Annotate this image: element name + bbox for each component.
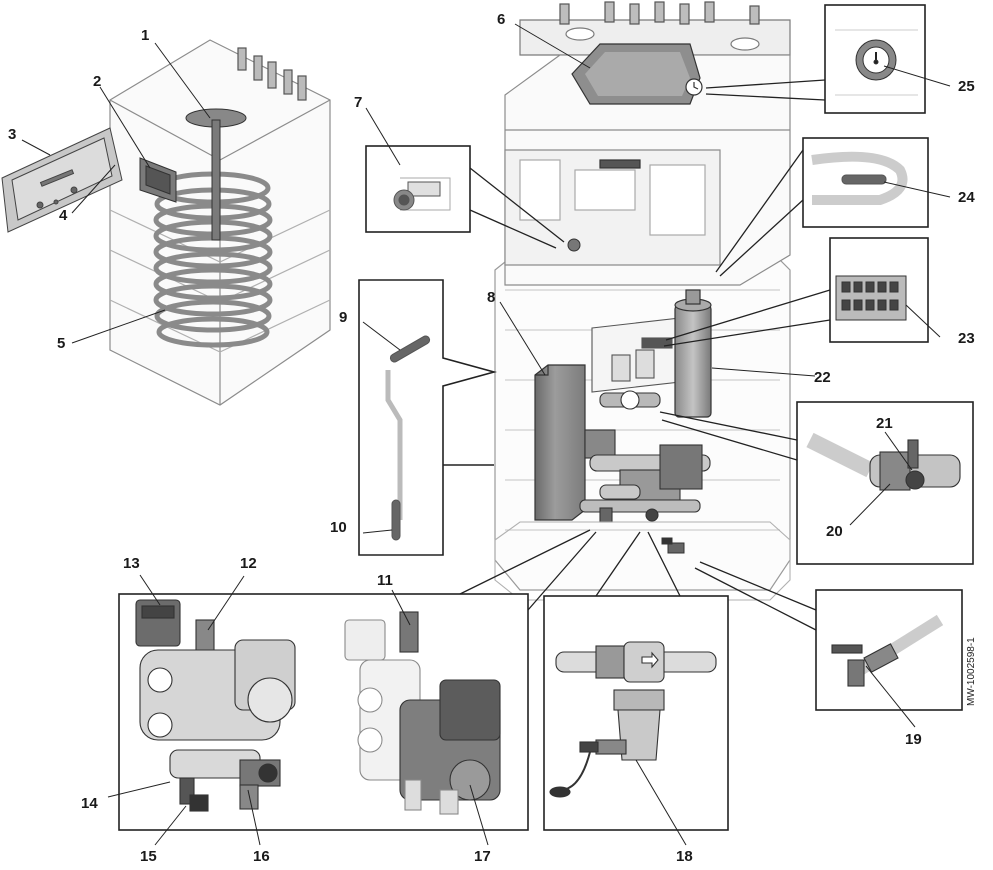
backup-electric-heater [674, 289, 712, 418]
callout-9: 9 [339, 309, 348, 326]
inset-connectors [459, 79, 831, 631]
lower-base [494, 521, 791, 601]
callout-3: 3 [8, 126, 17, 143]
callout-12: 12 [240, 555, 257, 572]
drain-cock-detail [831, 614, 944, 687]
upper-housing [504, 54, 791, 286]
circulation-pump-assembly-left [135, 599, 296, 812]
control-panel [139, 157, 177, 203]
hydraulic-module [579, 390, 711, 523]
callout-5: 5 [57, 335, 66, 352]
callout-8: 8 [487, 289, 496, 306]
callout-14: 14 [81, 795, 98, 812]
front-cover-panel [1, 127, 123, 233]
callout-10: 10 [330, 519, 347, 536]
callout-21: 21 [876, 415, 893, 432]
callout-23: 23 [958, 330, 975, 347]
drain-valve-small [661, 537, 685, 554]
temperature-probe-detail [811, 151, 908, 205]
drawing-reference-code: MW-1002598-1 [966, 637, 977, 706]
callout-6: 6 [497, 11, 506, 28]
callout-15: 15 [140, 848, 157, 865]
circulation-pump-assembly-right [344, 611, 501, 815]
magnesium-anode [185, 108, 247, 241]
callout-22: 22 [814, 369, 831, 386]
inset-7-detail [393, 177, 451, 211]
inset-9-10-detail [385, 335, 431, 541]
pressure-sensor-small [567, 238, 581, 252]
flow-sensor-detail [806, 432, 961, 491]
expansion-vessel [571, 43, 703, 105]
callout-17: 17 [474, 848, 491, 865]
callout-25: 25 [958, 78, 975, 95]
leader-lines [21, 23, 951, 846]
top-connection-rail [519, 1, 791, 56]
terminal-block-detail [835, 275, 907, 321]
pressure-gauge-detail [835, 29, 918, 96]
callout-11: 11 [377, 572, 393, 589]
callout-13: 13 [123, 555, 140, 572]
callout-2: 2 [93, 73, 102, 90]
callout-16: 16 [253, 848, 270, 865]
callout-1: 1 [141, 27, 150, 44]
inset-9-10-box [358, 279, 498, 556]
callout-7: 7 [354, 94, 363, 111]
magnetic-filter [549, 641, 717, 798]
callout-20: 20 [826, 523, 843, 540]
callout-4: 4 [59, 207, 68, 224]
callout-19: 19 [905, 731, 922, 748]
callout-24: 24 [958, 189, 975, 206]
callout-18: 18 [676, 848, 693, 865]
plate-heat-exchanger [534, 364, 586, 521]
electrical-box [591, 317, 681, 393]
